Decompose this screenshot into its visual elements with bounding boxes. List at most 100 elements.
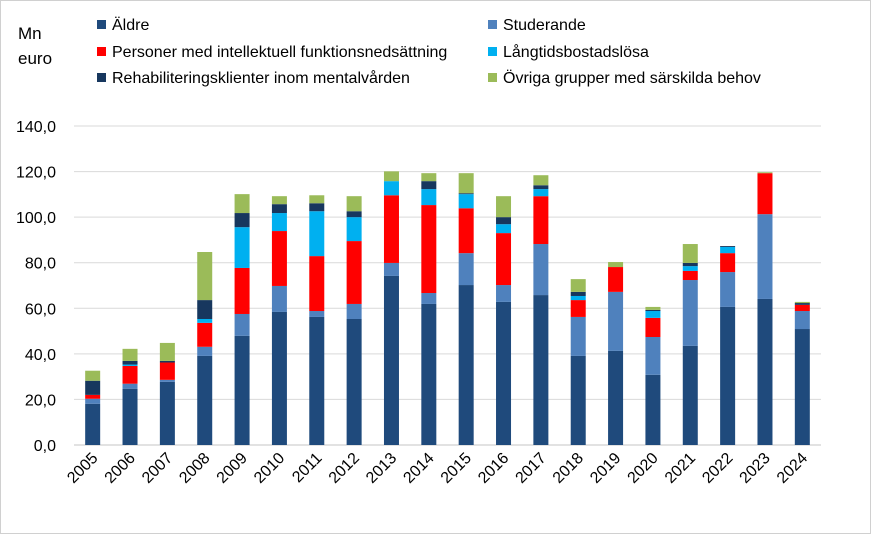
bar-segment [757,298,773,445]
bar-segment [197,318,213,323]
x-tick-label: 2005 [64,450,101,487]
bar-segment [645,317,661,337]
y-tick-label: 0,0 [34,438,56,455]
bar-segment [757,172,773,174]
bar-segment [682,270,698,281]
bar-segment [533,196,549,245]
bar-segment [720,253,736,273]
bar-segment [383,181,399,196]
bar-segment [271,204,287,214]
bar-segment [421,205,437,294]
y-tick-label: 80,0 [25,256,56,273]
bar-segment [496,224,512,234]
legend-marker [488,47,497,56]
bar-segment [271,196,287,205]
bar-segment [608,267,624,292]
bar-segment [720,246,736,247]
legend-marker [97,73,106,82]
y-tick-label: 40,0 [25,347,56,364]
bar-segment [309,203,325,212]
bar-segment [271,231,287,286]
bar-segment [122,365,138,384]
bar-segment [159,381,175,445]
x-tick-label: 2020 [625,450,662,487]
bar-segment [159,342,175,361]
x-tick-label: 2023 [737,450,774,487]
x-tick-label: 2011 [289,450,325,486]
bar-segment [570,279,586,292]
bar-segment [383,195,399,263]
x-tick-label: 2019 [587,450,624,487]
bar-segment [757,214,773,299]
legend-label: Äldre [112,16,149,34]
legend-marker [488,73,497,82]
bar-segment [533,295,549,445]
bar-segment [309,211,325,257]
bar-segment [570,355,586,445]
x-tick-label: 2015 [438,450,475,487]
bar-segment [421,303,437,445]
bar-segment [122,348,138,361]
bar-segment [720,246,736,254]
bar-segment [496,285,512,302]
bar-segment [271,285,287,312]
bar-segment [682,345,698,445]
bar-segment [570,295,586,301]
x-tick-label: 2016 [475,450,512,487]
bar-segment [197,346,213,356]
bar-segment [234,213,250,228]
bar-segment [496,301,512,445]
bar-segment [757,173,773,215]
bar-segment [794,301,810,304]
bar-segment [608,350,624,445]
bar-segment [122,360,138,365]
bar-segment [570,300,586,317]
bar-segment [383,262,399,276]
bar-segment [309,256,325,312]
bar-segment [645,374,661,445]
bar-segment [458,173,474,194]
legend-label: Personer med intellektuell funktionsneds… [112,44,447,61]
bar-segment [682,280,698,346]
bar-segment [496,233,512,286]
bar-segment [197,355,213,445]
bar-segment [346,196,362,212]
bar-segment [346,211,362,218]
bar-segment [458,194,474,209]
bar-segment [309,316,325,445]
y-axis-label-line1: Mn [18,24,42,43]
bar-segment [608,291,624,351]
y-tick-label: 140,0 [16,119,56,136]
bar-segment [794,303,810,305]
y-tick-label: 100,0 [16,210,56,227]
x-tick-label: 2017 [513,450,550,487]
y-tick-label: 20,0 [25,392,56,409]
bar-segment [271,213,287,232]
x-tick-label: 2024 [774,450,811,487]
bar-segment [794,329,810,445]
bar-segment [197,252,213,301]
bar-segment [234,267,250,314]
x-tick-label: 2009 [214,450,251,487]
legend-marker [488,20,497,29]
bar-segment [458,193,474,195]
y-tick-label: 60,0 [25,301,56,318]
bar-segment [85,370,101,381]
x-tick-label: 2018 [550,450,587,487]
bar-segment [458,208,474,254]
x-tick-label: 2022 [699,450,736,487]
bar-segment [159,379,175,382]
bar-segment [122,388,138,445]
legend-label: Övriga grupper med särskilda behov [503,69,761,87]
bar-segment [383,171,399,182]
bar-segment [682,266,698,271]
legend-label: Långtidsbostadslösa [503,43,649,61]
bar-segment [85,380,101,395]
bar-segment [645,336,661,375]
bar-segment [234,335,250,445]
bar-segment [720,272,736,307]
bar-segment [346,318,362,445]
bar-segment [645,306,661,310]
bar-segment [197,300,213,319]
